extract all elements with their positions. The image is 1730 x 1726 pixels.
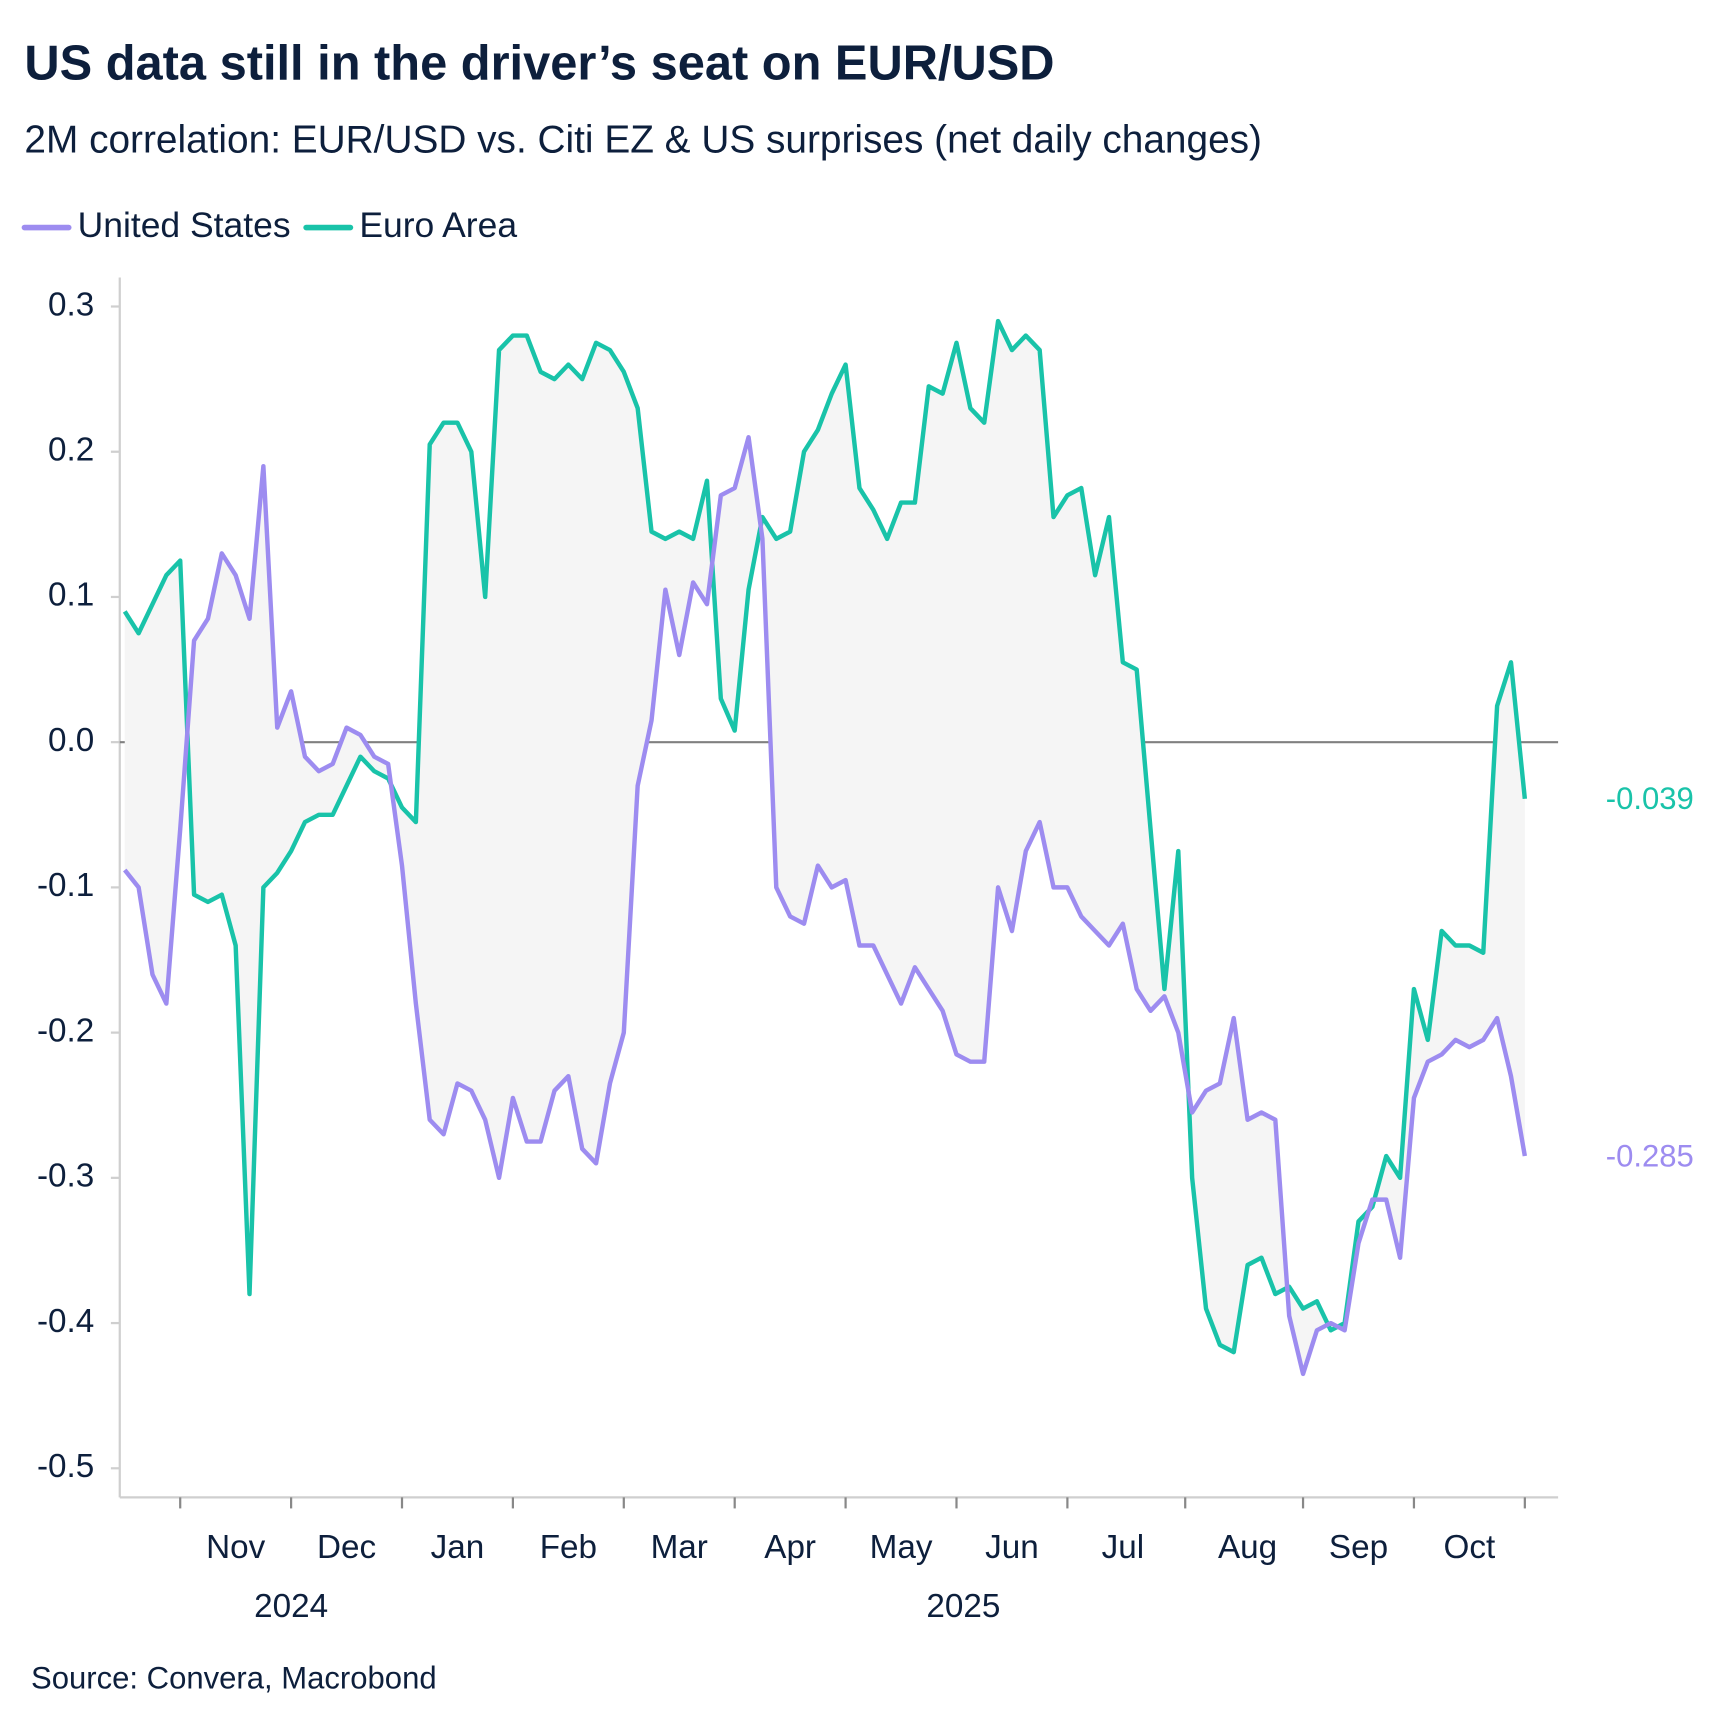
y-tick-label: -0.4 <box>37 1303 94 1340</box>
y-tick-label: -0.1 <box>37 867 94 904</box>
series-line <box>123 434 1528 1377</box>
x-tick-label: Jul <box>1102 1529 1145 1566</box>
legend-label: United States <box>78 205 291 245</box>
x-group-label: 2024 <box>254 1588 328 1625</box>
y-tick-label: 0.2 <box>48 432 94 469</box>
x-tick-label: Dec <box>317 1529 376 1566</box>
spread-fill <box>124 321 1525 1374</box>
x-group-label: 2025 <box>926 1588 1000 1625</box>
x-tick-label: Aug <box>1218 1529 1277 1566</box>
x-tick-label: Mar <box>651 1529 708 1566</box>
end-value-label: -0.039 <box>1606 781 1694 816</box>
legend-label: Euro Area <box>359 205 517 245</box>
chart-subtitle: 2M correlation: EUR/USD vs. Citi EZ & US… <box>24 118 1262 161</box>
y-tick-label: 0.0 <box>48 722 94 759</box>
x-tick-label: Apr <box>764 1529 816 1566</box>
chart-title: US data still in the driver’s seat on EU… <box>24 37 1054 91</box>
x-tick-label: May <box>870 1529 933 1566</box>
series-line <box>122 318 1528 1355</box>
y-tick-label: -0.5 <box>37 1448 94 1485</box>
y-tick-label: -0.2 <box>37 1012 94 1049</box>
source-note: Source: Convera, Macrobond <box>31 1661 437 1696</box>
y-tick-label: -0.3 <box>37 1158 94 1195</box>
x-tick-label: Sep <box>1329 1529 1388 1566</box>
x-tick-label: Jun <box>985 1529 1039 1566</box>
x-tick-label: Jan <box>431 1529 485 1566</box>
x-tick-label: Nov <box>206 1529 266 1566</box>
end-value-label: -0.285 <box>1606 1138 1694 1173</box>
y-tick-label: 0.1 <box>48 577 94 614</box>
plot-area: 0.3 0.2 0.1 0.0 -0.1 -0.2 -0.3 -0.4 -0.5 Nov Dec Ja… <box>37 277 1694 1625</box>
y-tick-label: 0.3 <box>48 286 94 323</box>
x-tick-label: Feb <box>540 1529 597 1566</box>
x-tick-label: Oct <box>1444 1529 1496 1566</box>
